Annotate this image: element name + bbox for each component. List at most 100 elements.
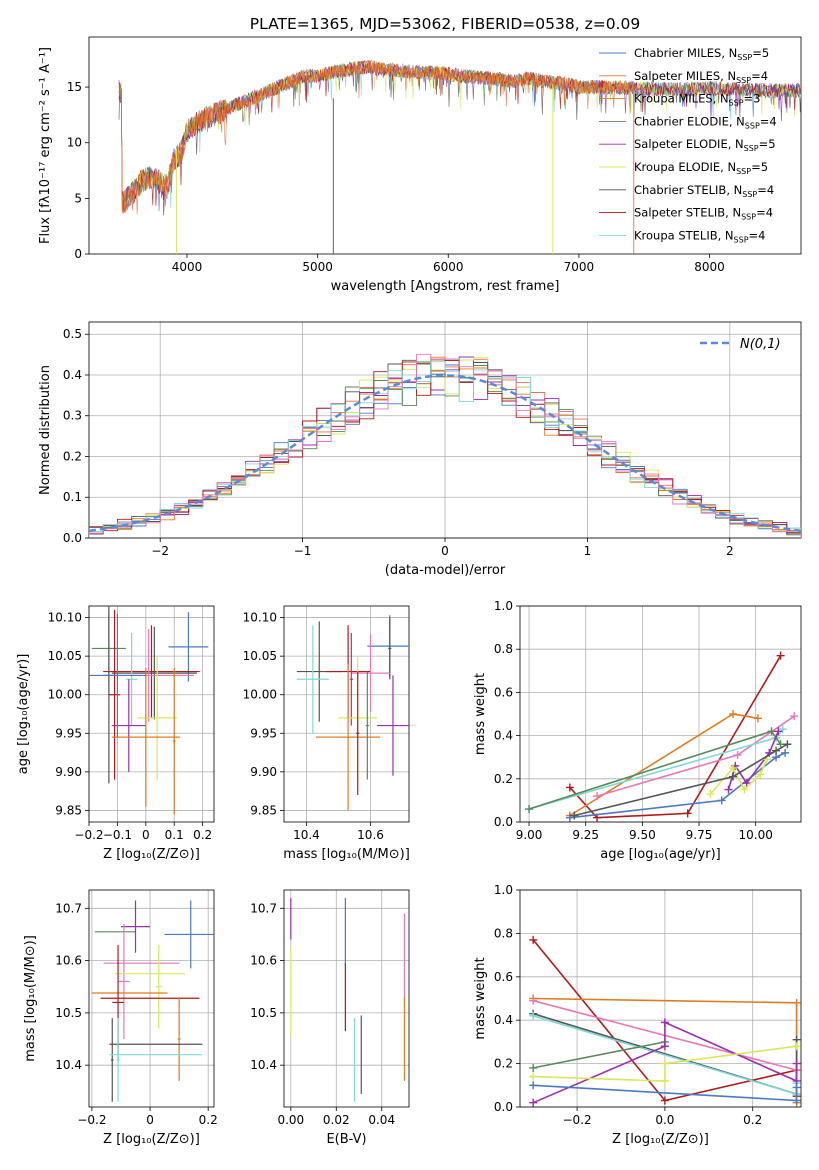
weight_vs_Z-point-marker: [660, 1042, 669, 1051]
weight_vs_age-xtick-label: 10.00: [738, 828, 772, 842]
age_vs_mass-xlabel: mass [log₁₀(M/M⊙)]: [283, 847, 410, 862]
mass_vs_EBV-xtick-label: 0.04: [368, 1113, 395, 1127]
spectrum-ytick-label: 15: [67, 80, 82, 94]
weight_vs_Z-point-marker: [529, 935, 538, 944]
age_vs_Z-xtick-label: 0.2: [193, 828, 212, 842]
weight_vs_age-point-marker: [778, 725, 787, 734]
spectrum-ytick-label: 10: [67, 136, 82, 150]
weight_vs_age-point-marker: [783, 740, 792, 749]
weight_vs_Z-xtick-label: 0.2: [743, 1113, 762, 1127]
weight_vs_Z-point-marker: [660, 1076, 669, 1085]
weight_vs_age-point-marker: [733, 751, 742, 760]
spectrum-legend-label: Salpeter MILES, NSSP=4: [634, 69, 768, 85]
mass_vs_Z-xlabel: Z [log₁₀(Z/Z⊙)]: [103, 1132, 200, 1147]
spectrum-xtick-label: 6000: [433, 260, 464, 274]
mass_vs_Z-xtick-label: 0: [146, 1113, 154, 1127]
spectrum-frame: [88, 36, 802, 255]
age_vs_mass-ytick-label: 9.95: [250, 726, 277, 740]
weight_vs_Z-ytick-label: 0.4: [494, 1013, 513, 1027]
weight_vs_age-point-marker: [570, 811, 579, 820]
age_vs_Z-xtick-label: 0: [142, 828, 150, 842]
weight_vs_Z-ytick-label: 1.0: [494, 883, 513, 897]
residuals-histogram-step: [89, 353, 801, 538]
weight_vs_age-point-marker: [565, 813, 574, 822]
weight_vs_age-series-line: [569, 713, 759, 817]
weight_vs_age-point-marker: [740, 785, 749, 794]
weight_vs_age-point-marker: [774, 727, 783, 736]
residuals-normal-curve: [88, 374, 802, 533]
spectrum-legend-label: Chabrier STELIB, NSSP=4: [634, 183, 774, 199]
weight_vs_Z-point-marker: [792, 998, 801, 1007]
age_vs_Z-xtick-label: −0.2: [74, 828, 103, 842]
weight_vs_Z-point-marker: [660, 1018, 669, 1027]
weight_vs_age-ylabel: mass weight: [473, 673, 488, 755]
weight_vs_age-ytick-label: 0.0: [494, 815, 513, 829]
mass_vs_EBV-axes: 0.00 0.02 0.04 10.4 10.5 10.6 10.7 E(B-V): [250, 889, 410, 1147]
mass_vs_EBV-xtick-label: 0.02: [323, 1113, 350, 1127]
spectrum-legend-label: Salpeter ELODIE, NSSP=5: [634, 137, 776, 153]
age_vs_mass-xtick-label: 10.6: [357, 828, 384, 842]
spectrum-ylabel: Flux [fλ10⁻¹⁷ erg cm⁻² s⁻¹ A⁻¹]: [38, 47, 53, 244]
weight_vs_age-point-marker: [717, 796, 726, 805]
residuals-xtick-label: 2: [726, 544, 734, 558]
weight_vs_age-point-marker: [683, 809, 692, 818]
spectrum-legend-label: Chabrier ELODIE, NSSP=4: [634, 114, 777, 130]
weight_vs_age-point-marker: [776, 651, 785, 660]
weight_vs_Z-point-marker: [529, 1072, 538, 1081]
weight_vs_Z-point-marker: [792, 1042, 801, 1051]
weight_vs_age-ytick-label: 0.8: [494, 642, 513, 656]
spectrum-xtick-label: 4000: [172, 260, 203, 274]
weight_vs_Z-point-marker: [792, 1083, 801, 1092]
weight_vs_Z-ytick-label: 0.8: [494, 926, 513, 940]
weight_vs_Z-axes: −0.2 0.0 0.2 0.0 0.2 0.4 0.6 0.8 1.0 Z [log₁₀(Z/Z…: [473, 883, 802, 1147]
weight_vs_age-series-line: [709, 759, 768, 795]
weight_vs_Z-ytick-label: 0.6: [494, 970, 513, 984]
weight_vs_Z-point-marker: [660, 1096, 669, 1105]
weight_vs_Z-point-marker: [529, 1011, 538, 1020]
spectrum-ytick-label: 5: [74, 191, 82, 205]
mass_vs_Z-ytick-label: 10.4: [55, 1058, 82, 1072]
weight_vs_age-ytick-label: 0.2: [494, 772, 513, 786]
weight_vs_age-xtick-label: 9.00: [516, 828, 543, 842]
mass_vs_EBV-ytick-label: 10.6: [250, 954, 277, 968]
weight_vs_age-point-marker: [756, 770, 765, 779]
weight_vs_Z-point-marker: [792, 1059, 801, 1068]
weight_vs_age-point-marker: [729, 772, 738, 781]
weight_vs_age-point-marker: [772, 746, 781, 755]
residuals-xtick-label: −2: [151, 544, 169, 558]
spectrum-series-line: [118, 60, 634, 215]
residuals-xlabel: (data-model)/error: [385, 563, 506, 578]
age_vs_mass-ytick-label: 10.10: [243, 611, 277, 625]
weight_vs_age-ytick-label: 0.4: [494, 729, 513, 743]
age_vs_Z-ytick-label: 9.95: [55, 726, 82, 740]
age_vs_Z-ytick-label: 10.00: [48, 688, 82, 702]
mass_vs_Z-xtick-label: −0.2: [77, 1113, 106, 1127]
spectrum-xtick-label: 8000: [694, 260, 725, 274]
weight_vs_age-point-marker: [525, 805, 534, 814]
mass_vs_Z-ytick-label: 10.5: [55, 1006, 82, 1020]
residuals-xtick-label: −1: [294, 544, 312, 558]
weight_vs_age-point-marker: [724, 785, 733, 794]
spectrum-legend-label: Chabrier MILES, NSSP=5: [634, 46, 769, 62]
spectrum-series-line: [118, 61, 801, 213]
mass_vs_Z-ytick-label: 10.6: [55, 954, 82, 968]
weight_vs_Z-point-marker: [792, 1096, 801, 1105]
weight_vs_age-point-marker: [776, 740, 785, 749]
age_vs_Z-ylabel: age [log₁₀(age/yr)]: [16, 654, 31, 775]
age_vs_mass-xtick-label: 10.4: [293, 828, 320, 842]
spectrum-xlabel: wavelength [Angstrom, rest frame]: [331, 279, 560, 294]
weight_vs_age-point-marker: [767, 727, 776, 736]
age_vs_Z-frame: [88, 605, 215, 823]
weight_vs_Z-ylabel: mass weight: [473, 957, 488, 1039]
weight_vs_Z-xlabel: Z [log₁₀(Z/Z⊙)]: [612, 1132, 709, 1147]
mass_vs_Z-xtick-label: 0.2: [199, 1113, 218, 1127]
spectrum-axes: 4000 5000 6000 7000 8000 0 5 10 15 wavelength [An…: [38, 36, 802, 294]
age_vs_mass-ytick-label: 9.85: [250, 803, 277, 817]
weight_vs_Z-frame: [519, 889, 802, 1108]
weight_vs_Z-point-marker: [529, 1063, 538, 1072]
age_vs_Z-ytick-label: 10.05: [48, 649, 82, 663]
weight_vs_age-frame: [519, 605, 802, 823]
weight_vs_age-point-marker: [781, 748, 790, 757]
residuals-ytick-label: 0.2: [63, 449, 82, 463]
